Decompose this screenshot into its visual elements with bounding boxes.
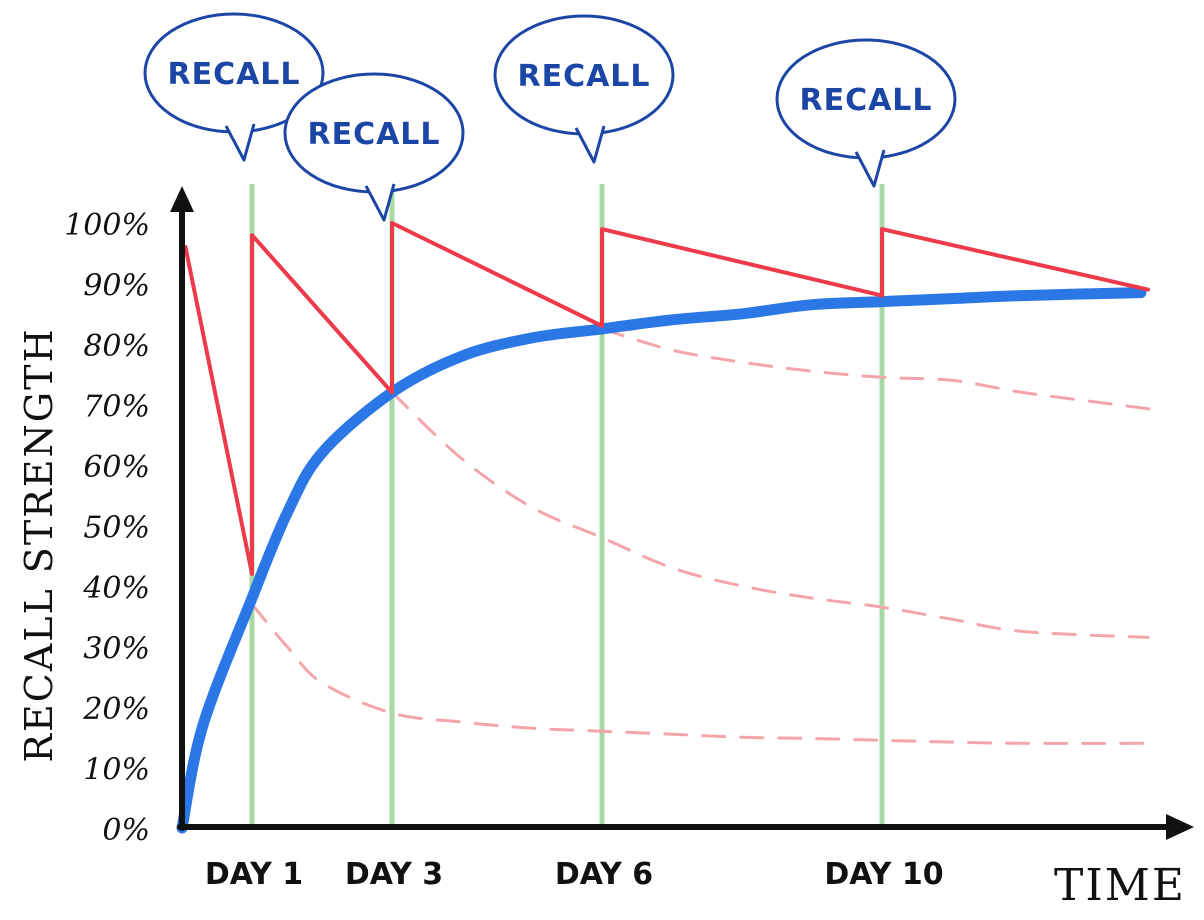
retention-curve	[183, 221, 1150, 576]
y-tick-label: 20%	[82, 692, 150, 727]
callout-text: RECALL	[517, 59, 650, 94]
callout-tail-cover	[228, 119, 252, 126]
y-tick-labels: 0% 10% 20% 30% 40% 50% 60% 70% 80% 90% 100%	[64, 208, 150, 848]
recall-callout: RECALL	[493, 14, 675, 164]
callout-tail	[574, 125, 606, 164]
x-day-label: DAY 3	[345, 857, 443, 892]
callout-tail-cover	[368, 179, 392, 186]
review-lines	[249, 184, 885, 828]
axes	[170, 186, 1194, 840]
y-tick-label: 30%	[83, 632, 150, 667]
forgetting-curve-1	[250, 602, 1150, 745]
y-tick-label: 80%	[83, 329, 150, 364]
forgetting-curve-3	[600, 327, 1164, 413]
callout-text: RECALL	[307, 117, 440, 152]
x-day-label: DAY 6	[555, 857, 653, 892]
y-axis-title: RECALL STRENGTH	[17, 327, 61, 762]
x-day-labels: DAY 1 DAY 3 DAY 6 DAY 10	[205, 857, 944, 892]
callout-text: RECALL	[167, 57, 300, 92]
strength-curve-line	[176, 287, 1147, 834]
y-tick-label: 40%	[82, 571, 150, 606]
y-tick-label: 70%	[83, 390, 150, 425]
callout-tail	[854, 149, 886, 188]
x-day-label: DAY 1	[205, 857, 303, 892]
recall-callout: RECALL	[143, 12, 325, 162]
callout-tail	[364, 183, 396, 222]
forgetting-curves	[250, 327, 1164, 745]
strength-curve	[176, 287, 1147, 834]
callout-tail-cover	[858, 145, 882, 152]
retention-curve-line	[183, 221, 1150, 576]
x-day-label: DAY 10	[824, 857, 943, 892]
x-axis-title: TIME	[1054, 860, 1186, 911]
forgetting-curve-2	[390, 390, 1150, 639]
y-tick-label: 0%	[102, 813, 150, 848]
x-axis-arrowhead	[1166, 814, 1194, 840]
y-tick-label: 10%	[83, 753, 150, 788]
y-axis-arrowhead	[170, 186, 194, 212]
callout-tail	[224, 123, 256, 162]
callout-text: RECALL	[799, 83, 932, 118]
y-tick-label: 100%	[64, 208, 150, 243]
callout-tail-cover	[578, 121, 602, 128]
recall-callout: RECALL	[775, 38, 957, 188]
y-tick-label: 50%	[83, 511, 150, 546]
recall-callout: RECALL	[283, 72, 465, 222]
y-tick-label: 90%	[83, 269, 150, 304]
y-tick-label: 60%	[83, 450, 150, 485]
